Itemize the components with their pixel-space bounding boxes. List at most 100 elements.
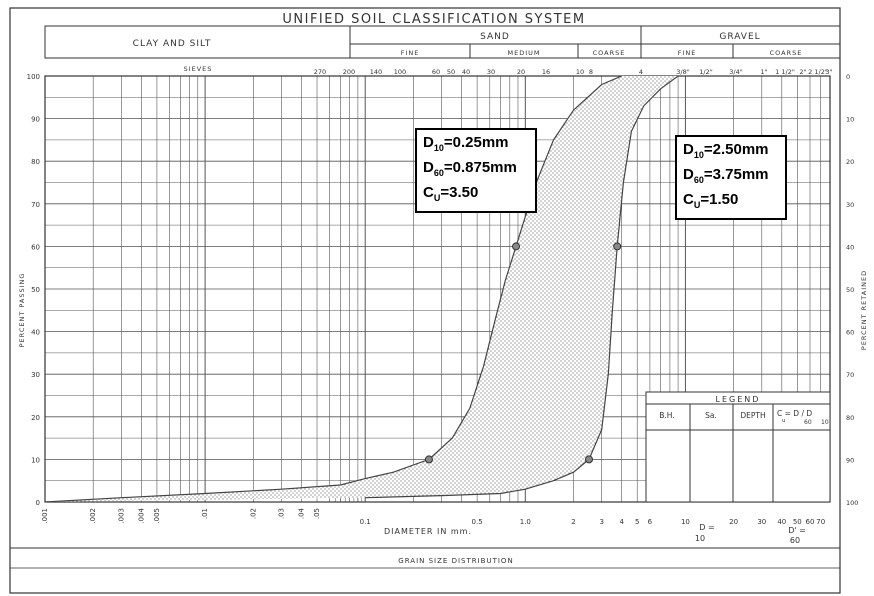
x-tick-label: 0.5 <box>472 518 483 526</box>
x-tick-label: 10 <box>681 518 690 526</box>
legend-cu-sub: u <box>782 418 786 424</box>
y-tick-label: 70 <box>31 201 40 209</box>
coarse-d10-line: D10=2.50mm <box>683 141 769 160</box>
sieve-label: 2 1/2" <box>808 68 828 76</box>
sieve-label: 140 <box>370 68 382 76</box>
sieve-label: 10 <box>576 68 584 76</box>
data-point-marker <box>613 242 622 251</box>
sieve-label: 1 1/2" <box>775 68 795 76</box>
data-point-marker <box>585 455 594 464</box>
sieve-label: 100 <box>394 68 406 76</box>
x-tick-label: 30 <box>757 518 766 526</box>
y-tick-label: 60 <box>31 243 40 251</box>
d60-footer-sub: 60 <box>790 536 800 545</box>
sieve-label: 8 <box>589 68 593 76</box>
x-tick-label: .002 <box>89 508 97 524</box>
x-tick-label: 70 <box>816 518 825 526</box>
data-point-marker <box>424 455 433 464</box>
sieve-label: 40 <box>462 68 470 76</box>
sand-coarse-label: COARSE <box>593 49 626 57</box>
coarse-annotation-box: D10=2.50mm D60=3.75mm CU=1.50 <box>675 135 787 220</box>
gradation-band <box>45 76 679 502</box>
x-tick-label: 3 <box>599 518 603 526</box>
legend-cu-d60: 60 <box>804 419 812 426</box>
legend-col-cu: C = D / D <box>777 409 812 418</box>
fine-boundary-curve <box>45 76 622 502</box>
fine-d10-line: D10=0.25mm <box>423 134 509 153</box>
sieve-label: 270 <box>314 68 326 76</box>
x-tick-label: .005 <box>153 508 161 524</box>
x-tick-label: 6 <box>648 518 653 526</box>
d60-footer-label: D' = <box>788 526 806 535</box>
y-tick-label-right: 10 <box>846 116 854 124</box>
x-tick-label: 5 <box>635 518 639 526</box>
x-tick-label: 2 <box>571 518 575 526</box>
x-tick-label: .003 <box>117 508 125 524</box>
legend-col-bh: B.H. <box>659 411 674 420</box>
sieve-label: 30 <box>487 68 495 76</box>
x-tick-labels: .001 .002 .003 .004 .005 .01 .02 .03 .04 .05 0.1 0.… <box>41 507 825 526</box>
y-tick-label: 80 <box>31 158 40 166</box>
sieve-label: 3/4" <box>729 68 742 76</box>
y-tick-label: 40 <box>31 329 40 337</box>
x-tick-label: 20 <box>729 518 738 526</box>
outer-frame <box>9 7 841 594</box>
y-tick-label: 90 <box>31 116 40 124</box>
y-tick-label: 30 <box>31 371 40 379</box>
x-tick-label: .004 <box>137 507 145 523</box>
x-tick-label: 1.0 <box>520 518 531 526</box>
sieves-label: SIEVES <box>184 65 213 73</box>
x-tick-label: 0.1 <box>360 518 371 526</box>
sieve-labels: 270 200 140 100 60 50 40 30 20 16 10 8 4 3/8" 1/2" 3/4"… <box>314 68 833 76</box>
x-tick-label: .02 <box>249 508 257 519</box>
clay-silt-label: CLAY AND SILT <box>133 39 212 49</box>
x-axis-label: DIAMETER IN mm. <box>384 527 472 536</box>
sieve-label: 4 <box>639 68 643 76</box>
curve-markers <box>424 242 622 464</box>
sand-medium-label: MEDIUM <box>507 49 540 57</box>
fine-d60-line: D60=0.875mm <box>423 159 517 178</box>
footer-title: GRAIN SIZE DISTRIBUTION <box>398 557 513 565</box>
y-tick-label: 100 <box>27 73 40 81</box>
x-tick-label: .04 <box>297 507 305 519</box>
sieve-label: 1/2" <box>699 68 712 76</box>
y-tick-label: 10 <box>31 456 40 464</box>
y-tick-label-right: 0 <box>846 73 850 81</box>
y-tick-label-right: 100 <box>846 499 858 507</box>
sieve-label: 1" <box>760 68 767 76</box>
data-point-marker <box>512 242 521 251</box>
y-tick-label: 0 <box>36 499 40 507</box>
y-tick-label-right: 60 <box>846 329 854 337</box>
gravel-fine-label: FINE <box>678 49 697 57</box>
y-tick-label-right: 90 <box>846 456 854 464</box>
gravel-coarse-label: COARSE <box>770 49 803 57</box>
sieve-label: 2" <box>799 68 806 76</box>
y-tick-labels-left: 0 10 20 30 40 50 60 70 80 90 100 <box>27 73 40 507</box>
sieve-label: 50 <box>447 68 455 76</box>
coarse-d60-line: D60=3.75mm <box>683 166 769 185</box>
y-axis-label-left: PERCENT PASSING <box>18 273 26 348</box>
legend-title: LEGEND <box>716 395 761 404</box>
y-tick-label: 20 <box>31 414 40 422</box>
y-tick-label-right: 20 <box>846 158 854 166</box>
y-axis-label-right: PERCENT RETAINED <box>860 270 868 350</box>
legend-table: LEGEND B.H. Sa. DEPTH C = D / D u 60 10 <box>645 391 831 503</box>
x-tick-label: 4 <box>619 518 624 526</box>
x-tick-label: 50 <box>793 518 802 526</box>
x-tick-label: .05 <box>313 508 321 519</box>
sieve-label: 60 <box>432 68 440 76</box>
sieve-label: 20 <box>517 68 525 76</box>
y-tick-label-right: 40 <box>846 243 854 251</box>
x-tick-label: 40 <box>777 518 786 526</box>
x-tick-label: .01 <box>201 508 209 519</box>
d10-footer-label: D = <box>699 523 714 532</box>
y-tick-label-right: 50 <box>846 286 854 294</box>
y-tick-label-right: 80 <box>846 414 854 422</box>
coarse-boundary-curve <box>365 76 679 499</box>
chart-title: UNIFIED SOIL CLASSIFICATION SYSTEM <box>282 12 585 27</box>
sieve-label: 3" <box>825 68 832 76</box>
legend-col-sa: Sa. <box>705 411 717 420</box>
x-tick-label: .03 <box>277 508 285 519</box>
